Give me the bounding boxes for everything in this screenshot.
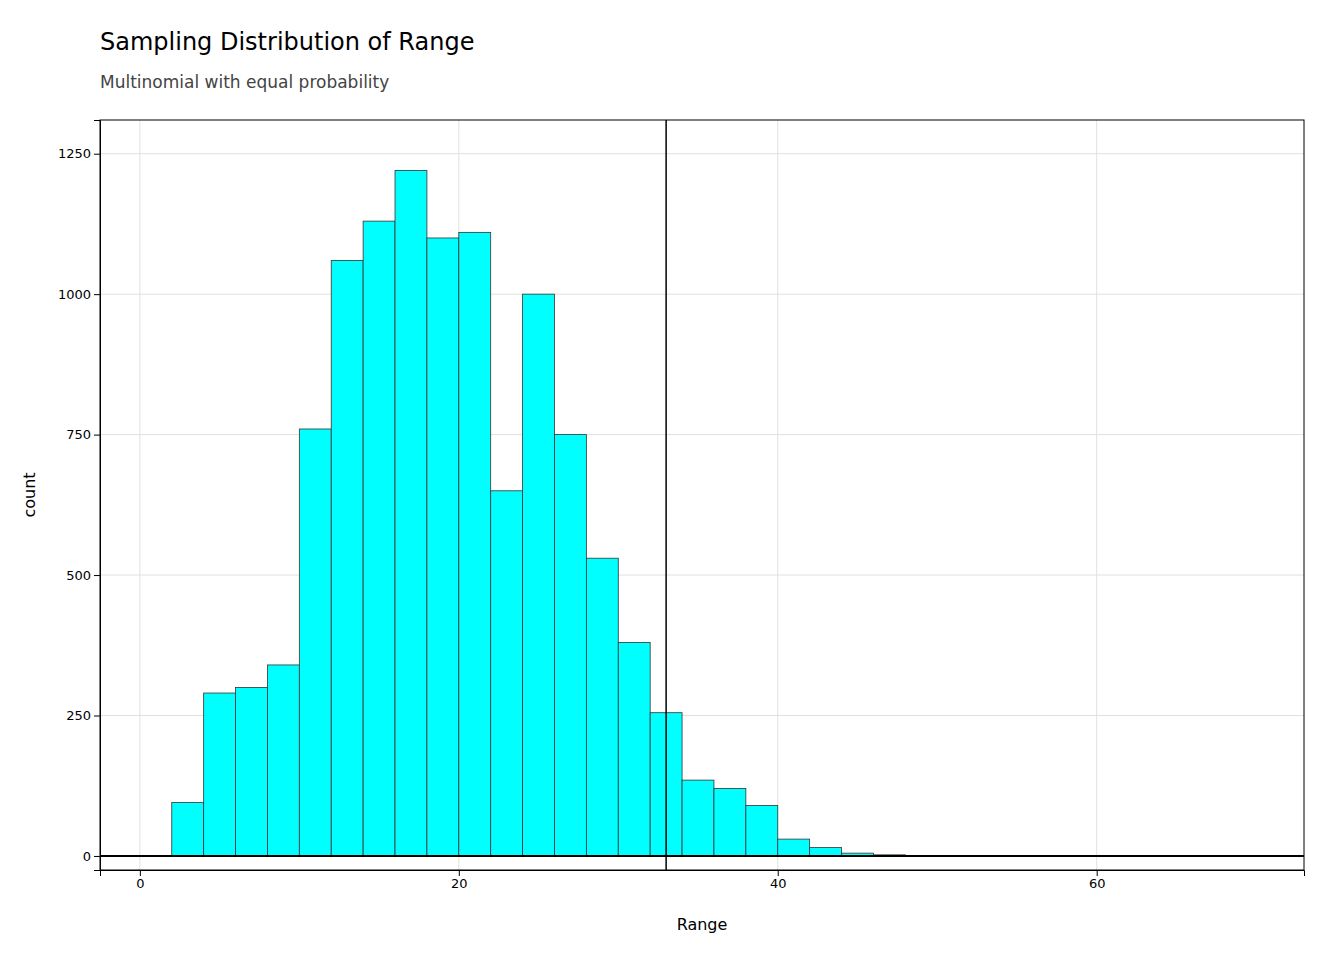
plot-frame bbox=[100, 120, 1304, 870]
tick-mark bbox=[94, 435, 100, 436]
tick-mark bbox=[459, 870, 460, 876]
subtitle: Multinomial with equal probability bbox=[100, 72, 389, 92]
histogram-bar bbox=[746, 805, 778, 856]
grid-line-x bbox=[1096, 120, 1097, 870]
axis-line bbox=[101, 871, 1305, 877]
y-axis: 0 250 500 750 1000 1250 bbox=[58, 121, 101, 871]
tick-label: 40 bbox=[770, 876, 787, 891]
tick-label: 0 bbox=[83, 849, 91, 864]
title: Sampling Distribution of Range bbox=[100, 28, 474, 56]
tick-label: 60 bbox=[1089, 876, 1106, 891]
histogram-bar bbox=[427, 238, 459, 856]
tick: 20 bbox=[451, 870, 468, 891]
histogram-bar bbox=[172, 803, 204, 856]
reference-line bbox=[665, 120, 667, 870]
tick-label: 1000 bbox=[58, 287, 91, 302]
grid-line-y bbox=[100, 855, 1304, 856]
grid bbox=[100, 120, 1304, 870]
tick-mark bbox=[94, 856, 100, 857]
tick: 1000 bbox=[58, 287, 100, 302]
histogram-bar bbox=[363, 221, 395, 856]
grid-line-y bbox=[100, 294, 1304, 295]
plot-area: 0 20 40 60 0 250 500 750 1000 1250 bbox=[58, 120, 1305, 891]
histogram-bar bbox=[459, 232, 491, 856]
tick: 500 bbox=[66, 568, 100, 583]
tick-mark bbox=[94, 716, 100, 717]
histogram-bar bbox=[299, 429, 331, 856]
tick-mark bbox=[140, 870, 141, 876]
histogram-bar bbox=[523, 294, 555, 856]
marks bbox=[100, 120, 1304, 870]
tick: 60 bbox=[1089, 870, 1106, 891]
histogram-bar bbox=[204, 693, 236, 856]
histogram-bar bbox=[714, 789, 746, 856]
histogram-bar bbox=[236, 687, 268, 856]
chart: 0 20 40 60 0 250 500 750 1000 1250 Range count Sampl… bbox=[0, 0, 1344, 960]
tick: 250 bbox=[66, 708, 100, 723]
tick-mark bbox=[94, 154, 100, 155]
histogram-bar bbox=[810, 848, 842, 856]
tick: 750 bbox=[66, 427, 100, 442]
tick-label: 500 bbox=[66, 568, 91, 583]
histogram-bar bbox=[491, 491, 523, 856]
tick-label: 1250 bbox=[58, 146, 91, 161]
tick: 0 bbox=[136, 870, 144, 891]
axis-line bbox=[94, 121, 101, 871]
tick-mark bbox=[94, 575, 100, 576]
histogram-bar bbox=[778, 839, 810, 856]
grid-line-y bbox=[100, 434, 1304, 435]
tick-label: 750 bbox=[66, 427, 91, 442]
tick: 1250 bbox=[58, 146, 100, 161]
histogram-bar bbox=[395, 171, 427, 856]
tick-label: 0 bbox=[136, 876, 144, 891]
histogram-bar bbox=[586, 558, 618, 856]
grid-line-y bbox=[100, 153, 1304, 154]
grid-line-y bbox=[100, 575, 1304, 576]
tick-mark bbox=[1097, 870, 1098, 876]
tick: 0 bbox=[83, 849, 100, 864]
histogram-bar bbox=[554, 435, 586, 856]
baseline bbox=[100, 855, 1304, 857]
histogram-bar bbox=[682, 780, 714, 856]
x-axis: 0 20 40 60 bbox=[101, 870, 1305, 891]
histogram-bar bbox=[331, 260, 363, 856]
tick-label: 20 bbox=[451, 876, 468, 891]
tick-mark bbox=[94, 294, 100, 295]
grid-line-x bbox=[777, 120, 778, 870]
x-axis-title: Range bbox=[677, 915, 728, 934]
y-axis-title: count bbox=[20, 472, 39, 517]
tick-mark bbox=[778, 870, 779, 876]
tick-label: 250 bbox=[66, 708, 91, 723]
tick: 40 bbox=[770, 870, 787, 891]
histogram-bar bbox=[267, 665, 299, 856]
histogram-bar bbox=[618, 642, 650, 855]
grid-line-x bbox=[139, 120, 140, 870]
